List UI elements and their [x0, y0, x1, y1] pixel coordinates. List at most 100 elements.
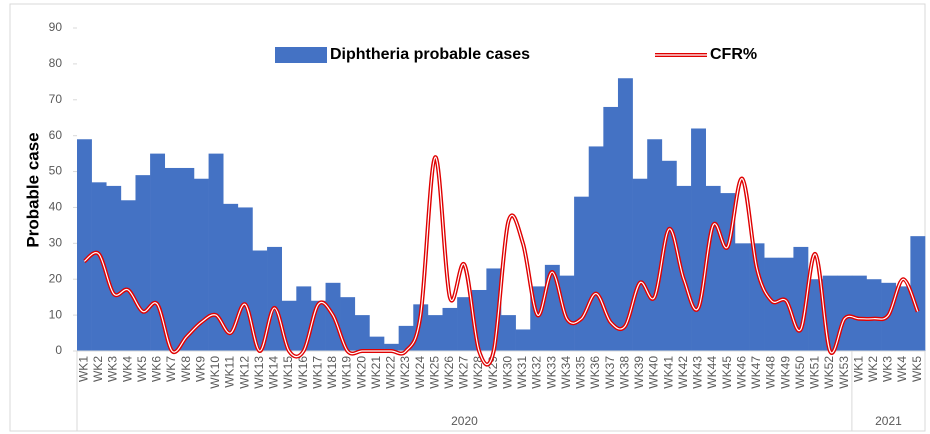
- bar: [559, 275, 575, 351]
- bar: [676, 185, 692, 351]
- x-tick-label: WK22: [384, 356, 398, 389]
- bar: [910, 236, 926, 351]
- bar: [734, 243, 750, 351]
- x-tick-label: WK10: [208, 356, 222, 389]
- x-tick-label: WK15: [281, 356, 295, 389]
- x-tick-label: WK45: [720, 356, 734, 389]
- x-tick-label: WK47: [749, 356, 763, 389]
- x-tick-label: WK4: [895, 356, 909, 382]
- x-tick-label: WK34: [559, 356, 573, 389]
- y-axis-title: Probable case: [23, 132, 42, 247]
- bar: [193, 178, 209, 351]
- y-tick-label: 90: [49, 20, 63, 34]
- x-tick-label: WK9: [193, 356, 207, 382]
- y-tick-label: 60: [49, 128, 63, 142]
- x-tick-label: WK52: [822, 356, 836, 389]
- x-tick-label: WK50: [793, 356, 807, 389]
- bar: [574, 196, 590, 351]
- x-tick-label: WK35: [574, 356, 588, 389]
- x-tick-label: WK37: [603, 356, 617, 389]
- y-tick-label: 40: [49, 200, 63, 214]
- x-tick-label: WK46: [734, 356, 748, 389]
- y-tick-label: 10: [49, 307, 63, 321]
- x-tick-label: WK49: [778, 356, 792, 389]
- x-tick-label: WK3: [106, 356, 120, 382]
- x-tick-label: WK24: [413, 356, 427, 389]
- bar: [515, 329, 531, 351]
- bar: [808, 279, 823, 351]
- x-tick-label: WK16: [296, 356, 310, 389]
- x-tick-label: WK14: [267, 356, 281, 389]
- bar: [369, 336, 385, 351]
- group-label: 2021: [875, 414, 902, 428]
- bar: [457, 297, 473, 351]
- x-tick-label: WK1: [76, 356, 90, 382]
- bar: [632, 178, 648, 351]
- bar: [866, 279, 882, 351]
- bar: [764, 257, 780, 351]
- x-tick-label: WK30: [500, 356, 514, 389]
- bar: [340, 297, 356, 351]
- bar: [179, 167, 195, 351]
- legend-label: CFR%: [710, 46, 757, 63]
- x-tick-label: WK2: [866, 356, 880, 382]
- x-tick-label: WK4: [120, 356, 134, 382]
- x-tick-label: WK6: [150, 356, 164, 382]
- x-tick-label: WK31: [515, 356, 529, 389]
- bar: [106, 185, 122, 351]
- bar: [208, 153, 224, 351]
- bar: [603, 106, 619, 351]
- x-tick-label: WK32: [530, 356, 544, 389]
- y-tick-label: 80: [49, 56, 63, 70]
- x-tick-label: WK38: [617, 356, 631, 389]
- x-tick-label: WK48: [764, 356, 778, 389]
- group-label: 2020: [451, 414, 478, 428]
- x-tick-label: WK51: [808, 356, 822, 389]
- bar: [77, 139, 92, 351]
- x-tick-label: WK41: [661, 356, 675, 389]
- bar: [223, 203, 239, 351]
- y-tick-label: 30: [49, 236, 63, 250]
- bar: [267, 246, 282, 351]
- bar: [237, 207, 253, 351]
- y-tick-label: 50: [49, 164, 63, 178]
- bar: [661, 160, 677, 351]
- x-tick-label: WK26: [442, 356, 456, 389]
- bar: [427, 315, 443, 351]
- x-tick-label: WK43: [691, 356, 705, 389]
- bar: [164, 167, 180, 351]
- line-inner: [83, 156, 919, 366]
- x-tick-label: WK23: [398, 356, 412, 389]
- x-tick-label: WK7: [164, 356, 178, 382]
- bar: [384, 343, 399, 351]
- bar: [501, 315, 516, 351]
- x-tick-label: WK53: [837, 356, 851, 389]
- x-tick-label: WK3: [881, 356, 895, 382]
- x-tick-label: WK19: [340, 356, 354, 389]
- bar: [91, 182, 107, 351]
- bar: [442, 307, 458, 351]
- x-tick-label: WK11: [223, 356, 237, 388]
- bar: [647, 139, 663, 351]
- bar: [617, 78, 633, 351]
- bar: [588, 146, 604, 351]
- bar: [281, 300, 297, 351]
- x-tick-label: WK2: [91, 356, 105, 382]
- x-tick-label: WK12: [237, 356, 251, 389]
- x-tick-label: WK28: [471, 356, 485, 389]
- y-tick-label: 0: [55, 343, 62, 357]
- bar: [120, 200, 136, 351]
- bar: [252, 250, 268, 351]
- x-tick-label: WK17: [310, 356, 324, 389]
- x-tick-label: WK27: [457, 356, 471, 389]
- y-tick-label: 20: [49, 271, 63, 285]
- bar: [691, 128, 706, 351]
- x-tick-label: WK25: [427, 356, 441, 389]
- x-tick-label: WK5: [910, 356, 924, 382]
- x-tick-label: WK1: [851, 356, 865, 382]
- bar: [749, 243, 765, 351]
- bar: [895, 286, 911, 351]
- chart-frame: [9, 3, 926, 432]
- legend-label: Diphtheria probable cases: [330, 46, 530, 63]
